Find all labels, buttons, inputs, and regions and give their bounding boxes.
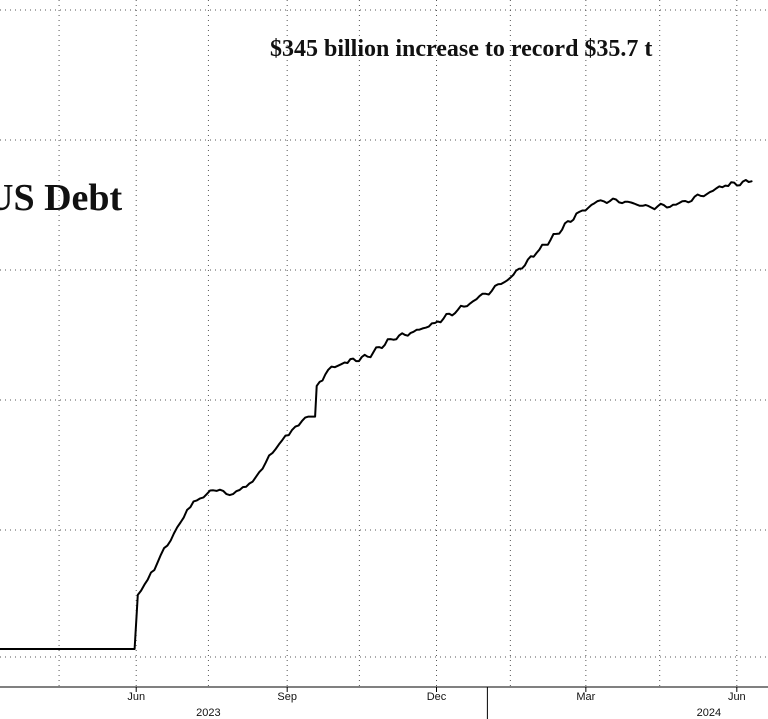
x-tick-label: Jun (127, 691, 145, 703)
plot-area (0, 179, 753, 650)
year-label: 2024 (697, 707, 721, 719)
x-tick-label: Sep (277, 691, 297, 703)
chart-subtitle: $345 billion increase to record $35.7 t (270, 36, 652, 62)
x-tick-label: Dec (427, 691, 447, 703)
us-debt-series-line (0, 179, 753, 650)
gridlines (0, 0, 768, 687)
x-ticks: Jun Sep Dec Mar Jun (127, 687, 746, 703)
year-labels: 2023 2024 (196, 687, 721, 719)
year-label: 2023 (196, 707, 220, 719)
chart-title: US Debt (0, 177, 123, 219)
x-tick-label: Mar (576, 691, 595, 703)
x-tick-label: Jun (728, 691, 746, 703)
